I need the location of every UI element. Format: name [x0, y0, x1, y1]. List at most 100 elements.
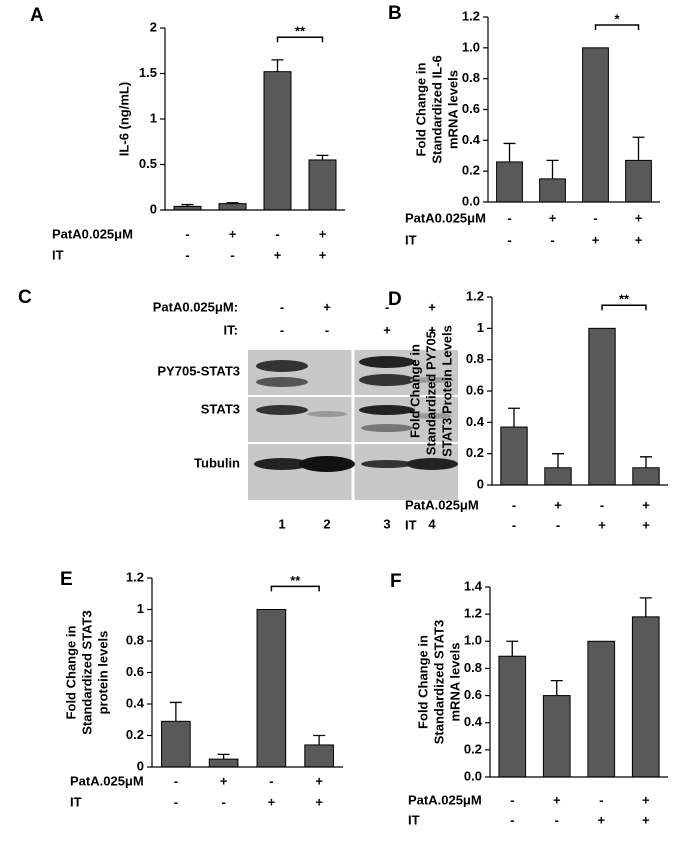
- bar: [544, 467, 572, 486]
- condition-sign: -: [280, 322, 284, 337]
- panel-letter: A: [30, 5, 44, 26]
- condition-sign: -: [599, 792, 603, 807]
- bar: [582, 47, 609, 203]
- y-tick-label: 0.2: [466, 445, 484, 460]
- condition-label: PatA0.025μM:: [153, 299, 238, 314]
- bar: [208, 758, 239, 768]
- significance-label: **: [290, 573, 301, 588]
- condition-sign: +: [553, 792, 561, 807]
- y-tick-label: 0: [477, 476, 484, 491]
- band: [256, 377, 308, 387]
- condition-sign: +: [635, 232, 643, 247]
- bar: [588, 327, 616, 486]
- condition-label: IT: [405, 232, 417, 247]
- y-axis-label: Standardized STAT3: [431, 620, 446, 744]
- y-tick-label: 1.0: [464, 633, 482, 648]
- y-tick-label: 1.0: [462, 39, 480, 54]
- significance-bracket: [270, 585, 320, 592]
- blot-row-label: STAT3: [201, 401, 240, 416]
- y-tick-label: 1.5: [139, 65, 157, 80]
- condition-sign: -: [230, 247, 234, 262]
- y-tick-label: 0.2: [126, 727, 144, 742]
- y-axis-label: mRNA levels: [445, 70, 460, 149]
- axis-line: [489, 587, 668, 778]
- error-bar: [639, 597, 652, 617]
- y-tick-label: 0.4: [466, 414, 485, 429]
- y-tick-label: 0.6: [462, 101, 480, 116]
- condition-sign: +: [383, 322, 391, 337]
- bar: [161, 720, 191, 768]
- y-axis-label: IL-6 (ng/mL): [116, 82, 131, 156]
- y-tick-label: 0: [150, 201, 157, 216]
- blot-row-label: PY705-STAT3: [157, 363, 240, 378]
- y-tick-label: 1: [150, 110, 157, 125]
- condition-sign: +: [274, 247, 282, 262]
- condition-sign: -: [385, 299, 389, 314]
- condition-sign: -: [185, 226, 189, 241]
- condition-label: PatA.025μM: [408, 792, 482, 807]
- y-tick-label: 0.0: [462, 193, 480, 208]
- y-tick-label: 1.2: [126, 569, 144, 584]
- error-bar: [546, 159, 559, 179]
- band: [299, 456, 355, 472]
- y-tick-label: 1.2: [466, 288, 484, 303]
- condition-label: IT:: [224, 322, 238, 337]
- condition-sign: -: [556, 517, 560, 532]
- lane-number: 4: [428, 516, 436, 531]
- bar: [587, 640, 616, 778]
- condition-label: PatA.025μM: [405, 497, 479, 512]
- y-tick-label: 1.2: [462, 8, 480, 23]
- y-axis-label: Fold Change in: [413, 63, 428, 157]
- y-tick-label: 1.2: [464, 606, 482, 621]
- y-tick-label: 0.8: [466, 351, 484, 366]
- condition-sign: -: [593, 210, 597, 225]
- condition-sign: -: [325, 322, 329, 337]
- y-tick-label: 0.6: [466, 382, 484, 397]
- condition-sign: +: [642, 812, 650, 827]
- condition-label: PatA0.025μM: [405, 210, 486, 225]
- lane-number: 3: [383, 516, 390, 531]
- condition-sign: -: [507, 232, 511, 247]
- condition-sign: -: [510, 792, 514, 807]
- significance-label: **: [619, 292, 630, 307]
- y-tick-label: 2: [150, 19, 157, 34]
- condition-label: PatA0.025μM: [52, 226, 133, 241]
- axis-line: [164, 28, 345, 211]
- band: [256, 405, 308, 415]
- bar: [539, 178, 566, 203]
- bar: [632, 467, 660, 486]
- error-bar: [640, 456, 652, 468]
- y-axis-label: protein levels: [95, 631, 110, 715]
- bar: [500, 426, 528, 486]
- error-bar: [181, 203, 194, 207]
- error-bar: [271, 59, 284, 72]
- lane-number: 1: [278, 516, 285, 531]
- error-bar: [316, 154, 329, 160]
- band: [410, 377, 454, 383]
- bar: [218, 203, 247, 211]
- condition-label: IT: [70, 794, 82, 809]
- panel-letter: C: [18, 287, 32, 308]
- band: [359, 374, 415, 386]
- y-tick-label: 0.8: [462, 70, 480, 85]
- y-tick-label: 0.2: [462, 163, 480, 178]
- y-tick-label: 0.4: [462, 132, 481, 147]
- condition-label: IT: [52, 247, 64, 262]
- condition-sign: -: [174, 773, 178, 788]
- error-bar: [632, 136, 645, 161]
- y-tick-label: 0.0: [464, 768, 482, 783]
- band: [307, 411, 347, 417]
- y-tick-label: 0.4: [126, 695, 145, 710]
- band: [412, 413, 452, 419]
- condition-sign: -: [512, 497, 516, 512]
- condition-sign: +: [592, 232, 600, 247]
- band: [361, 460, 413, 468]
- bar: [496, 161, 523, 203]
- axis-line: [151, 578, 343, 768]
- band: [359, 356, 415, 368]
- condition-sign: -: [280, 299, 284, 314]
- condition-sign: +: [319, 247, 327, 262]
- y-axis-label: mRNA levels: [447, 643, 462, 722]
- panel-letter: B: [388, 3, 402, 24]
